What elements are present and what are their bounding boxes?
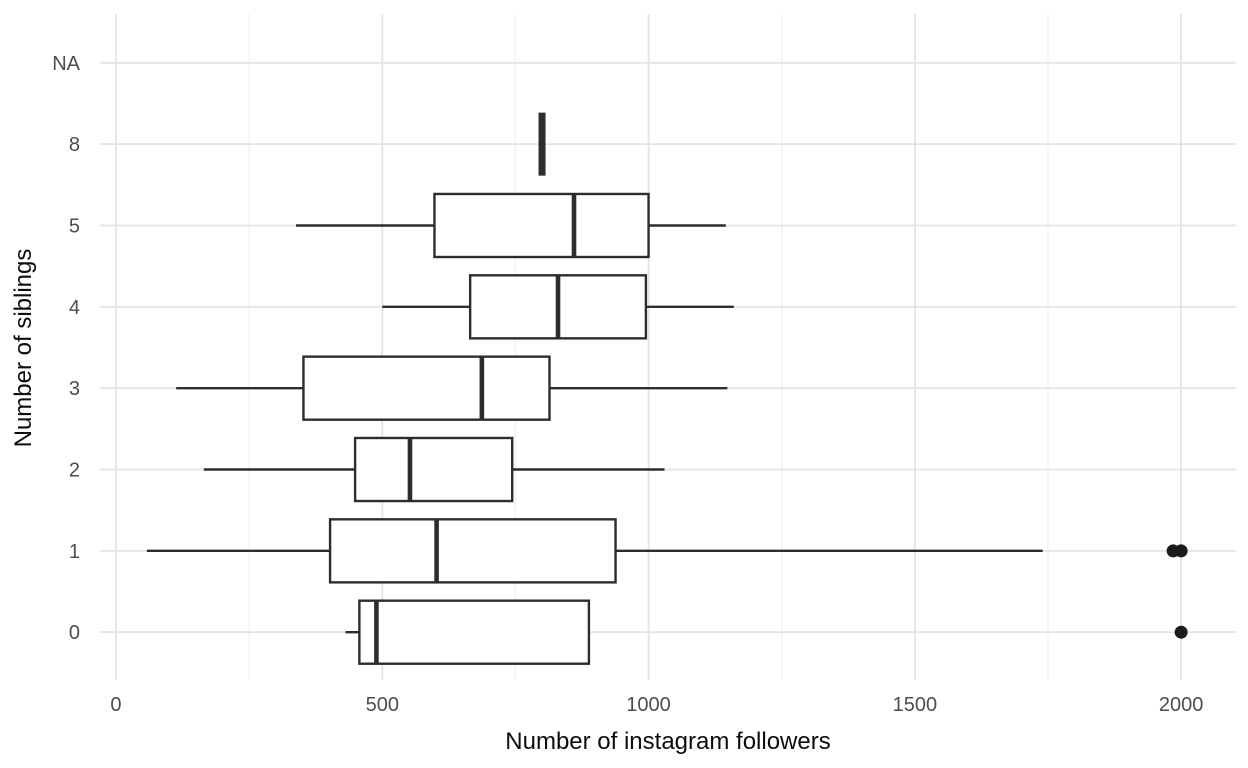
y-tick-label: 1 [69, 541, 80, 563]
y-tick-label: NA [52, 53, 80, 75]
boxplot-box [353, 436, 514, 503]
boxplot-box [358, 599, 591, 665]
outlier-point [1174, 544, 1188, 558]
x-tick-label: 1000 [626, 694, 671, 716]
x-tick-label: 1500 [893, 694, 938, 716]
boxplot-box [328, 518, 617, 584]
x-tick-label: 500 [366, 694, 399, 716]
x-axis-title: Number of instagram followers [505, 728, 831, 755]
y-tick-label: 8 [69, 134, 80, 156]
y-tick-label: 5 [69, 215, 80, 237]
x-tick-label: 0 [110, 694, 121, 716]
y-tick-label: 2 [69, 460, 80, 482]
x-tick-label: 2000 [1159, 694, 1204, 716]
y-tick-label: 4 [69, 297, 80, 319]
boxplot-box [302, 355, 551, 421]
y-tick-label: 3 [69, 378, 80, 400]
outlier-point [1174, 625, 1188, 639]
y-tick-label: 0 [69, 622, 80, 644]
boxplot-box [433, 192, 650, 259]
y-axis-title: Number of siblings [10, 248, 37, 448]
boxplot-degenerate-box [538, 112, 546, 176]
